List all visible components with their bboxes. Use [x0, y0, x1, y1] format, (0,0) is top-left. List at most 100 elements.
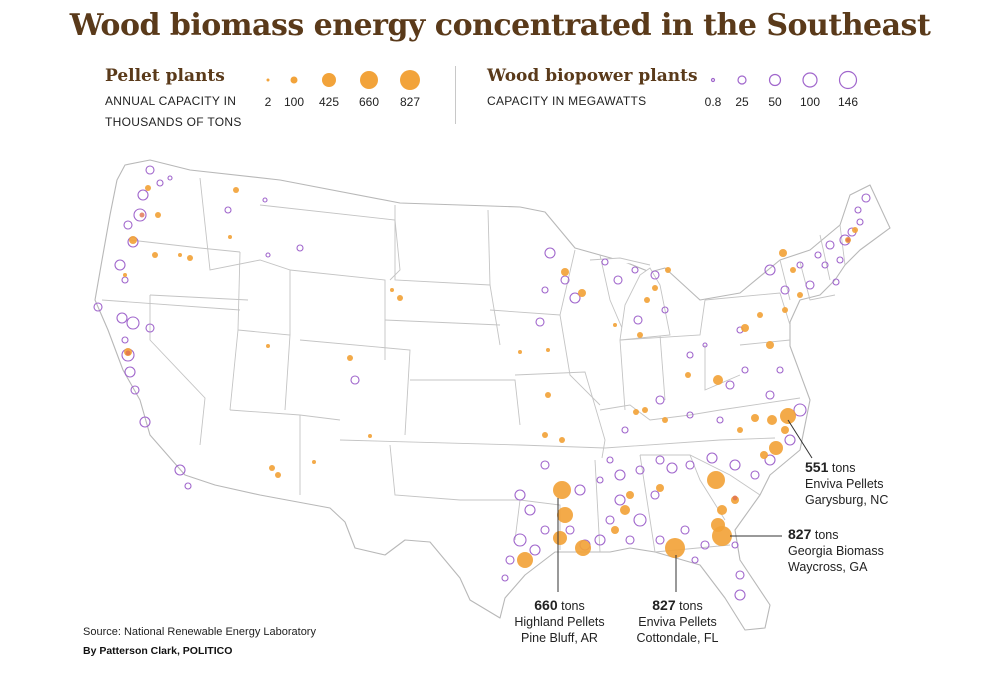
callout-leader: [787, 419, 813, 459]
state-border: [819, 234, 831, 281]
biopower-plant: [784, 434, 796, 446]
state-border: [410, 379, 521, 426]
pellet-plant: [766, 341, 774, 349]
state-border: [619, 299, 706, 341]
callout-tonnage: 827 tons: [652, 597, 703, 613]
state-borders: [101, 177, 846, 553]
biopower-plant: [544, 247, 556, 259]
biopower-plant: [540, 525, 550, 535]
pellet-plant: [780, 408, 796, 424]
biopower-plant: [731, 541, 739, 549]
biopower-plant: [716, 416, 724, 424]
pellet-plant: [620, 505, 630, 515]
pellet-plant: [779, 249, 787, 257]
biopower-plant: [121, 336, 129, 344]
state-border: [289, 269, 386, 360]
callout-leaders: [557, 419, 813, 592]
biopower-plant: [655, 535, 665, 545]
overlap-marker: [732, 495, 738, 501]
biopower-plant: [116, 312, 128, 324]
biopower-plant: [741, 366, 749, 374]
biopower-plant: [702, 342, 708, 348]
pellet-legend-value: 2: [264, 95, 272, 109]
biopower-plants: [93, 165, 871, 601]
overlap-markers: [125, 212, 850, 501]
pellet-plant: [797, 292, 803, 298]
pellet-plant: [712, 526, 732, 546]
biopower-plant: [735, 570, 745, 580]
overlap-marker: [125, 350, 131, 356]
biopower-legend-symbol: [737, 75, 747, 85]
biopower-plant: [262, 197, 268, 203]
overlap-marker: [846, 238, 850, 242]
pellet-plant: [665, 267, 671, 273]
pellet-plant: [769, 441, 783, 455]
biopower-plant: [130, 385, 140, 395]
pellet-legend-symbol: [322, 73, 336, 87]
pellet-plant: [665, 538, 685, 558]
biopower-plant: [729, 459, 741, 471]
legend-divider: [455, 66, 456, 124]
biopower-plant: [156, 179, 164, 187]
pellet-plant: [737, 427, 743, 433]
pellet-plant: [517, 552, 533, 568]
biopower-plant: [569, 292, 581, 304]
state-border: [149, 295, 206, 446]
biopower-plant: [174, 464, 186, 476]
pellet-plant: [656, 484, 664, 492]
biopower-plant: [633, 315, 643, 325]
state-border: [704, 292, 791, 326]
biopower-plant: [856, 218, 864, 226]
biopower-plant: [93, 302, 103, 312]
callout-plant-name: Georgia Biomass: [788, 544, 884, 558]
biopower-plant: [780, 285, 790, 295]
biopower-legend-subtitle: CAPACITY IN MEGAWATTS: [487, 94, 647, 108]
pellet-plant: [717, 505, 727, 515]
biopower-legend-symbol: [768, 73, 782, 87]
biopower-plant: [184, 482, 192, 490]
pellet-plant: [187, 255, 193, 261]
callout-location: Waycross, GA: [788, 560, 868, 574]
pellet-plant: [613, 323, 617, 327]
biopower-plant: [224, 206, 232, 214]
biopower-plant: [814, 251, 822, 259]
state-border: [619, 339, 626, 411]
biopower-plant: [793, 403, 807, 417]
biopower-plant: [680, 525, 690, 535]
biopower-plant: [836, 256, 844, 264]
pellet-plant: [553, 481, 571, 499]
pellet-plant: [233, 187, 239, 193]
pellet-plant: [545, 392, 551, 398]
state-border: [394, 205, 491, 286]
biopower-plant: [825, 240, 835, 250]
pellet-plant: [662, 417, 668, 423]
state-border: [704, 345, 741, 391]
callout-garysburg: 551 tons Enviva Pellets Garysburg, NC: [805, 459, 888, 508]
us-outline: [94, 159, 891, 631]
callout-plant-name: Enviva Pellets: [805, 477, 884, 491]
biopower-plant: [265, 252, 271, 258]
biopower-plant: [605, 515, 615, 525]
pellet-plant: [757, 312, 763, 318]
pellet-legend-symbol: [400, 70, 420, 90]
pellet-plant: [145, 185, 151, 191]
pellet-plant: [178, 253, 182, 257]
biopower-plant: [706, 452, 718, 464]
biopower-plant: [655, 455, 665, 465]
biopower-plant: [535, 317, 545, 327]
pellet-plant: [542, 432, 548, 438]
state-border: [639, 454, 656, 553]
pellet-plant: [707, 471, 725, 489]
pellet-plant: [782, 307, 788, 313]
pellet-plant: [275, 472, 281, 478]
biopower-plant: [700, 540, 710, 550]
pellet-legend-subtitle: ANNUAL CAPACITY IN THOUSANDS OF TONS: [105, 91, 242, 133]
biopower-plant: [666, 462, 678, 474]
pellet-plant: [713, 375, 723, 385]
biopower-legend-symbol: [710, 77, 716, 83]
biopower-plant: [691, 556, 699, 564]
pellet-plants: [123, 185, 858, 568]
biopower-plant: [137, 189, 149, 201]
pellet-legend-value: 425: [318, 95, 340, 109]
state-border: [519, 439, 721, 449]
